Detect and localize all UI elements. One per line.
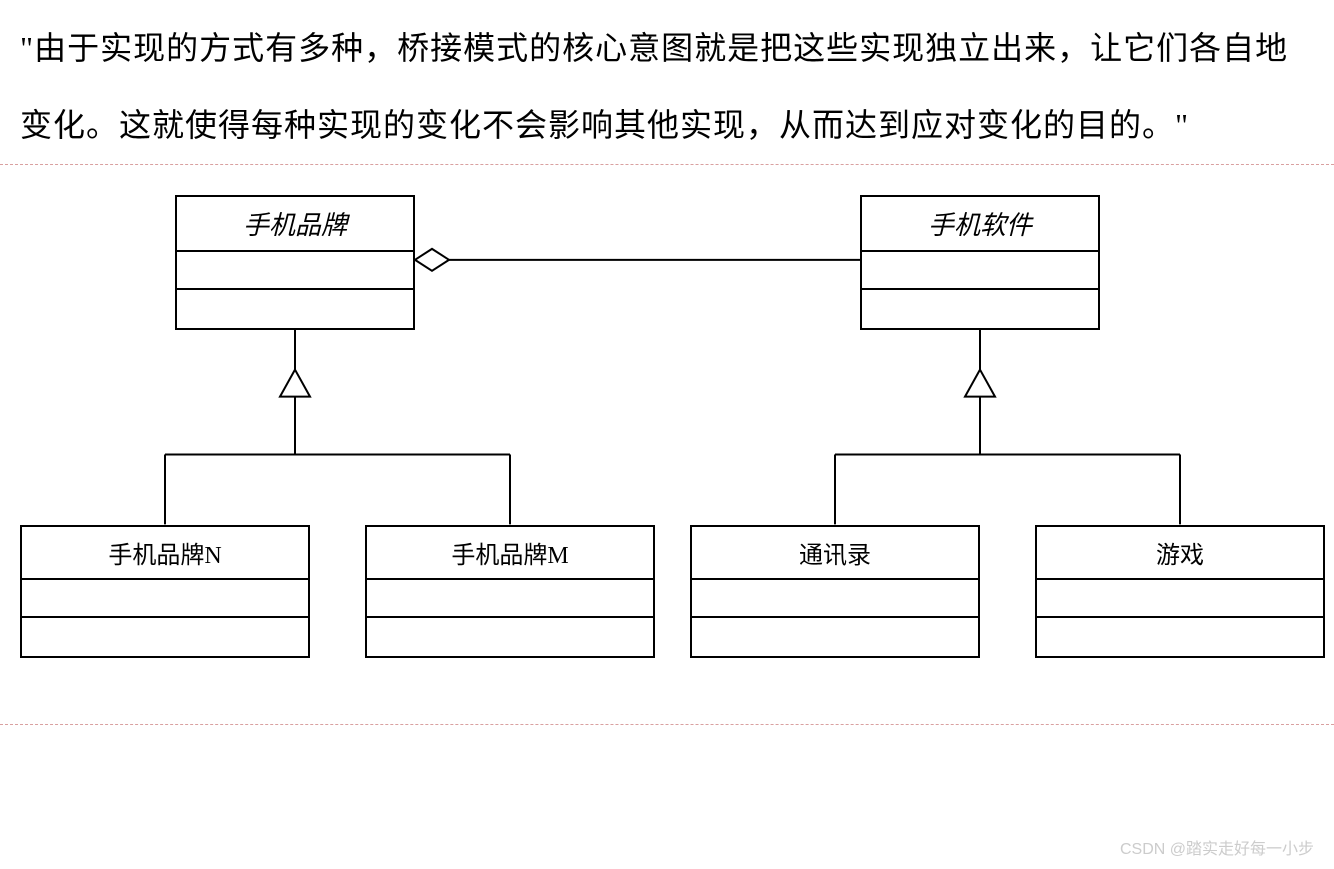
class-software-attrs <box>862 252 1098 290</box>
inheritance-left <box>165 324 510 524</box>
class-software: 手机软件 <box>860 195 1100 330</box>
class-contacts-ops <box>692 618 978 656</box>
aggregation-edge <box>415 248 860 270</box>
class-software-ops <box>862 290 1098 328</box>
class-contacts-attrs <box>692 580 978 618</box>
class-brand-attrs <box>177 252 413 290</box>
uml-diagram: 手机品牌 手机软件 手机品牌N 手机品牌M 通讯录 游戏 <box>0 165 1334 725</box>
class-game-title: 游戏 <box>1037 527 1323 580</box>
class-brand-n-title: 手机品牌N <box>22 527 308 580</box>
quote-block: "由于实现的方式有多种，桥接模式的核心意图就是把这些实现独立出来，让它们各自地变… <box>0 0 1334 165</box>
class-game: 游戏 <box>1035 525 1325 658</box>
class-brand-m-title: 手机品牌M <box>367 527 653 580</box>
inheritance-right <box>835 324 1180 524</box>
class-brand-m: 手机品牌M <box>365 525 655 658</box>
class-brand-n-attrs <box>22 580 308 618</box>
class-brand-n-ops <box>22 618 308 656</box>
class-brand-m-ops <box>367 618 653 656</box>
class-software-title: 手机软件 <box>862 197 1098 252</box>
class-brand-n: 手机品牌N <box>20 525 310 658</box>
class-contacts-title: 通讯录 <box>692 527 978 580</box>
class-brand-ops <box>177 290 413 328</box>
class-game-attrs <box>1037 580 1323 618</box>
class-contacts: 通讯录 <box>690 525 980 658</box>
watermark-text: CSDN @踏实走好每一小步 <box>1120 835 1314 859</box>
class-brand-m-attrs <box>367 580 653 618</box>
class-brand: 手机品牌 <box>175 195 415 330</box>
class-brand-title: 手机品牌 <box>177 197 413 252</box>
class-game-ops <box>1037 618 1323 656</box>
quote-text: "由于实现的方式有多种，桥接模式的核心意图就是把这些实现独立出来，让它们各自地变… <box>20 30 1288 143</box>
